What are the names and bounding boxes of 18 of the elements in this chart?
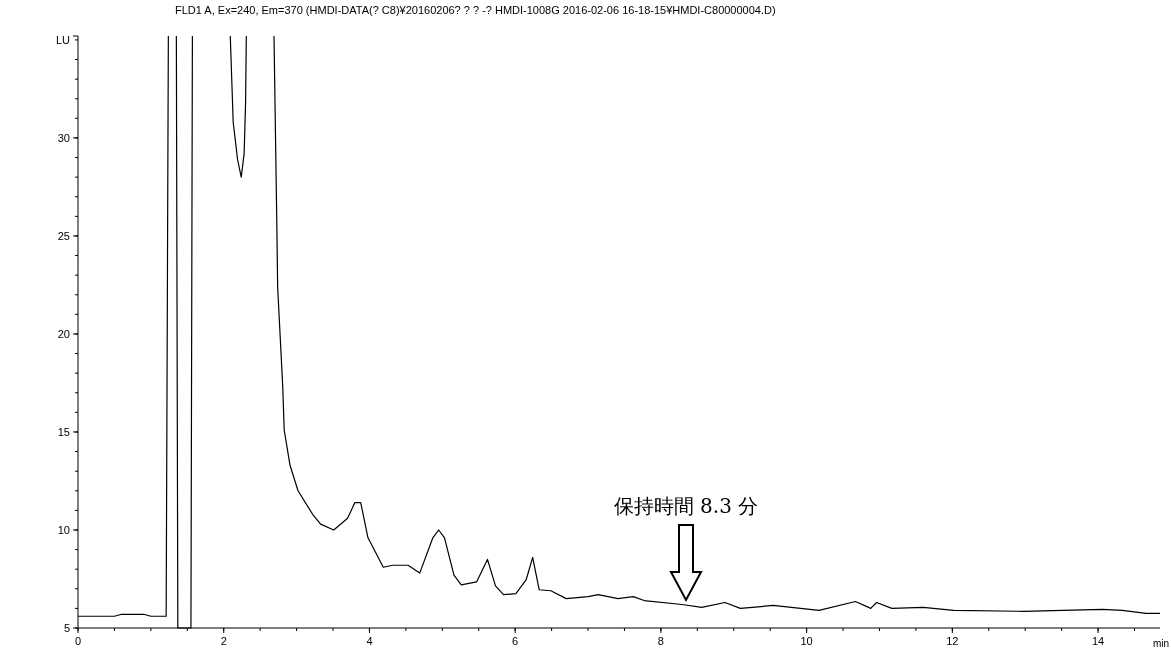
y-tick-label: 30 — [57, 131, 70, 144]
x-tick-label: 0 — [74, 635, 82, 647]
annotation: 保持時間 8.3 分 — [613, 494, 759, 518]
chart-title: FLD1 A, Ex=240, Em=370 (HMDI-DATA(? C8)¥20160206? ? ? -? HMDI-1008G 2016-02-06 16-18-15¥HMDI-C80000004.D) — [175, 4, 776, 16]
y-tick-label: 15 — [57, 425, 70, 438]
x-axis-title: min — [1152, 638, 1169, 649]
x-tick-label: 10 — [800, 635, 813, 647]
x-tick-label: 14 — [1091, 635, 1105, 647]
y-tick-label: 5 — [63, 622, 70, 634]
y-tick-label: 10 — [57, 523, 70, 536]
x-tick-label: 2 — [220, 635, 227, 647]
x-tick-label: 4 — [366, 635, 373, 647]
x-tick-label: 6 — [512, 635, 519, 647]
y-tick-label: 25 — [57, 229, 70, 242]
y-tick-label: 20 — [57, 327, 70, 340]
x-tick-label: 8 — [657, 635, 664, 647]
x-tick-label: 12 — [946, 635, 959, 647]
y-axis-title: LU — [55, 34, 71, 46]
